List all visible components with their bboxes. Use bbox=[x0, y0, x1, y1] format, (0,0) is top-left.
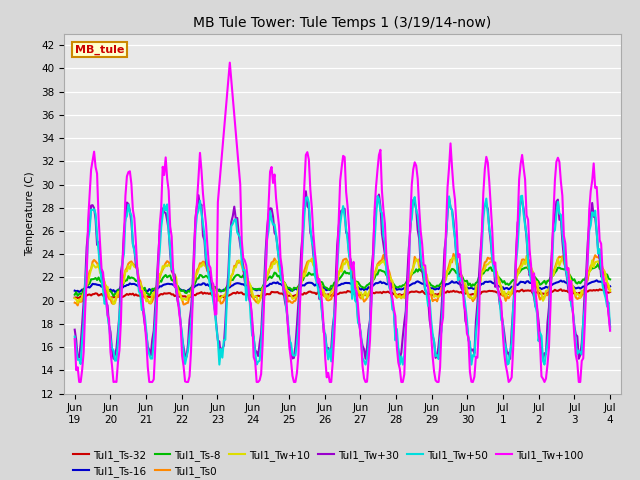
Legend: Tul1_Ts-32, Tul1_Ts-16, Tul1_Ts-8, Tul1_Ts0, Tul1_Tw+10, Tul1_Tw+30, Tul1_Tw+50,: Tul1_Ts-32, Tul1_Ts-16, Tul1_Ts-8, Tul1_… bbox=[69, 445, 588, 480]
Text: MB_tule: MB_tule bbox=[75, 44, 125, 55]
Title: MB Tule Tower: Tule Temps 1 (3/19/14-now): MB Tule Tower: Tule Temps 1 (3/19/14-now… bbox=[193, 16, 492, 30]
Y-axis label: Temperature (C): Temperature (C) bbox=[26, 171, 35, 256]
